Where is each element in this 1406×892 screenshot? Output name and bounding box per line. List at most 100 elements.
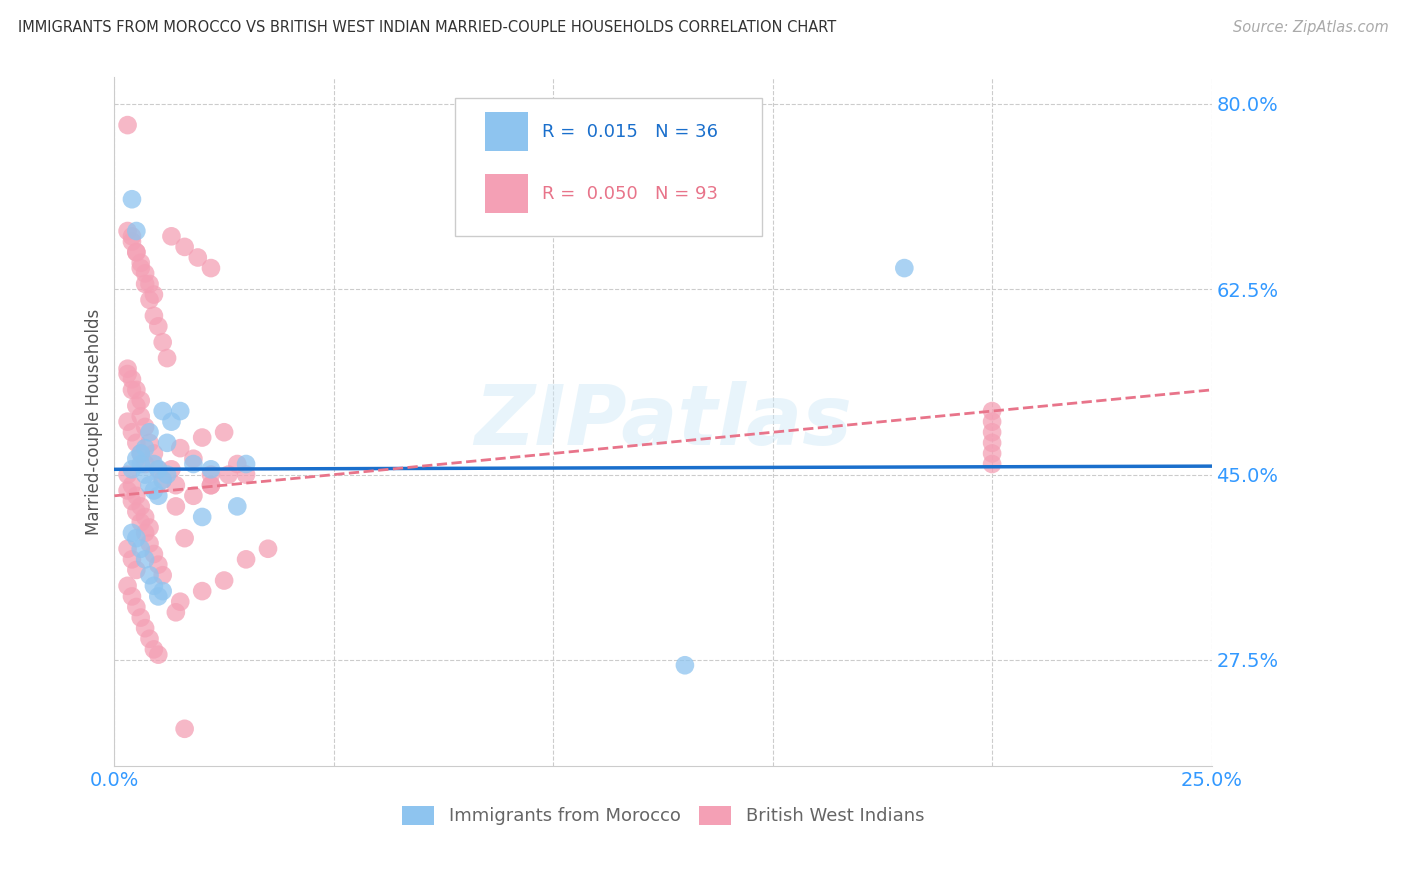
Point (129, 457, 152, 471)
Point (138, 536, 160, 550)
Point (169, 595, 191, 609)
Point (134, 510, 156, 524)
Point (134, 420, 156, 434)
Point (121, 235, 143, 249)
Point (169, 441, 191, 455)
Point (218, 467, 240, 482)
Point (117, 361, 139, 376)
Point (1244, 552, 1267, 566)
Point (212, 574, 235, 588)
Point (191, 431, 214, 445)
Point (212, 425, 235, 440)
Point (121, 590, 143, 604)
Point (125, 435, 148, 450)
FancyBboxPatch shape (454, 98, 762, 235)
Point (148, 489, 170, 503)
Point (129, 261, 152, 276)
Point (134, 467, 156, 482)
FancyBboxPatch shape (485, 174, 529, 213)
Point (138, 632, 160, 646)
Point (200, 261, 222, 276)
Text: IMMIGRANTS FROM MOROCCO VS BRITISH WEST INDIAN MARRIED-COUPLE HOUSEHOLDS CORRELA: IMMIGRANTS FROM MOROCCO VS BRITISH WEST … (18, 20, 837, 35)
Point (121, 425, 143, 440)
Point (152, 584, 174, 599)
Point (129, 409, 152, 424)
Point (152, 473, 174, 487)
Point (173, 531, 195, 545)
Point (173, 240, 195, 254)
Point (125, 451, 148, 466)
Point (134, 525, 156, 540)
Text: Source: ZipAtlas.com: Source: ZipAtlas.com (1233, 20, 1389, 35)
Text: R =  0.050   N = 93: R = 0.050 N = 93 (543, 185, 718, 202)
Point (183, 451, 205, 466)
Point (117, 224, 139, 238)
Point (117, 541, 139, 556)
Point (235, 552, 257, 566)
Point (200, 478, 222, 492)
Point (893, 261, 915, 276)
Point (173, 722, 195, 736)
Point (125, 505, 148, 519)
Point (129, 610, 152, 624)
Point (117, 579, 139, 593)
Point (121, 192, 143, 206)
Point (134, 621, 156, 635)
Point (191, 584, 214, 599)
Point (152, 335, 174, 350)
Point (200, 467, 222, 482)
Point (142, 457, 165, 471)
Point (981, 446, 1004, 460)
Point (129, 446, 152, 460)
Point (121, 525, 143, 540)
Point (125, 383, 148, 397)
Point (148, 558, 170, 572)
Point (125, 245, 148, 260)
Point (156, 435, 179, 450)
Point (117, 483, 139, 498)
Point (121, 462, 143, 476)
Point (138, 435, 160, 450)
Point (183, 457, 205, 471)
Point (121, 372, 143, 386)
Point (148, 319, 170, 334)
Point (134, 552, 156, 566)
Point (981, 415, 1004, 429)
Point (142, 547, 165, 561)
Point (981, 435, 1004, 450)
Point (981, 425, 1004, 440)
Point (152, 473, 174, 487)
Point (134, 266, 156, 280)
Point (152, 404, 174, 418)
Point (165, 478, 187, 492)
Point (129, 516, 152, 530)
Point (117, 467, 139, 482)
Point (187, 251, 209, 265)
Point (138, 520, 160, 534)
Point (160, 462, 183, 476)
Point (148, 648, 170, 662)
Point (200, 462, 222, 476)
Point (138, 478, 160, 492)
Point (226, 457, 249, 471)
Point (138, 277, 160, 291)
Point (981, 457, 1004, 471)
Point (134, 441, 156, 455)
Point (125, 531, 148, 545)
Point (142, 287, 165, 301)
Point (165, 605, 187, 619)
Point (160, 229, 183, 244)
Point (121, 383, 143, 397)
FancyBboxPatch shape (485, 112, 529, 151)
Point (121, 494, 143, 508)
Point (152, 568, 174, 582)
Point (125, 245, 148, 260)
Point (142, 309, 165, 323)
Point (142, 579, 165, 593)
Point (226, 500, 249, 514)
Point (121, 552, 143, 566)
Point (142, 642, 165, 657)
Text: ZIPatlas: ZIPatlas (474, 381, 852, 462)
Point (129, 541, 152, 556)
Point (129, 393, 152, 408)
